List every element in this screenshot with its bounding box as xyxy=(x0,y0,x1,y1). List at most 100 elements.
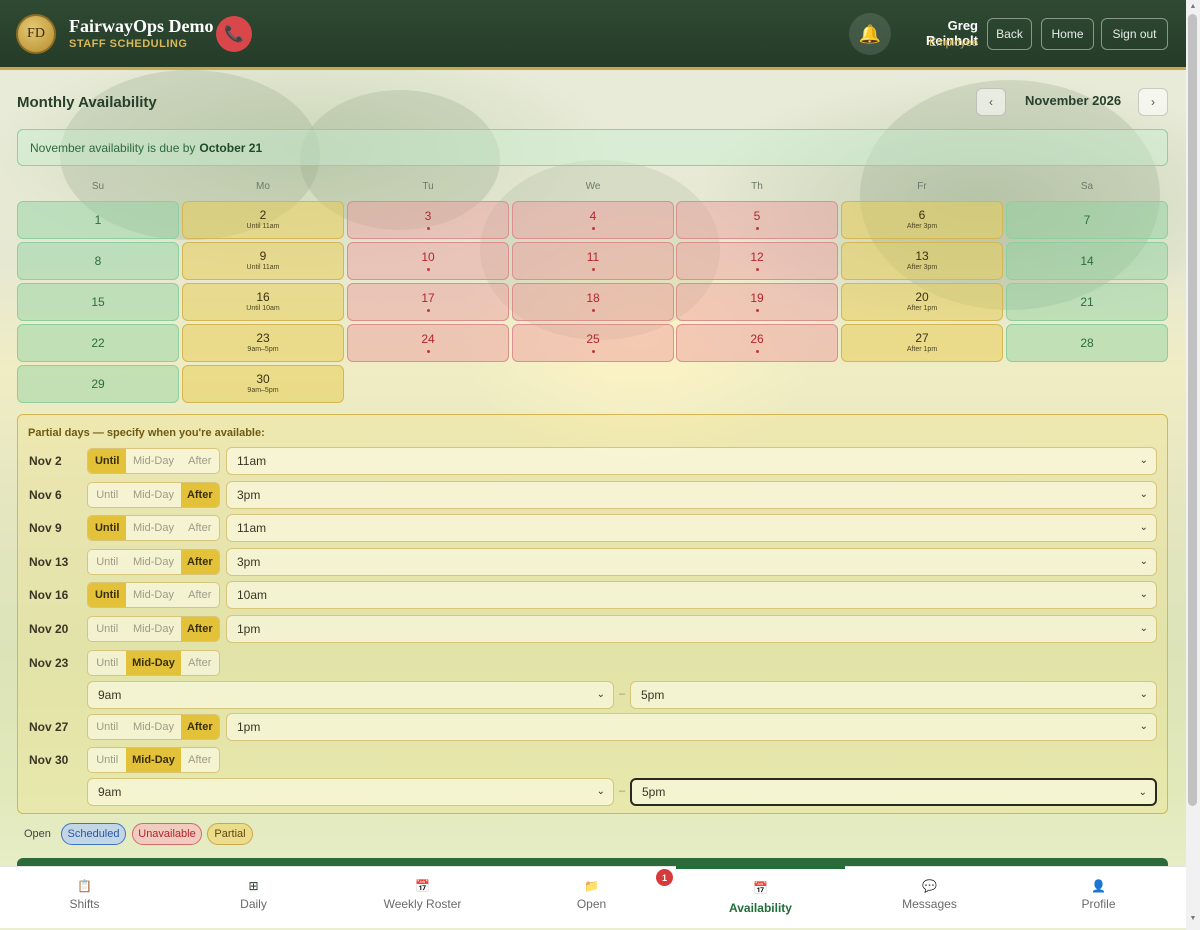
time-select[interactable]: 10am ⌄ xyxy=(226,581,1157,610)
calendar-day-9[interactable]: 9 Until 11am xyxy=(182,242,344,280)
time-select[interactable]: 5pm ⌄ xyxy=(630,680,1157,709)
mode-option-after[interactable]: After xyxy=(188,455,212,467)
calendar-day-29[interactable]: 29 xyxy=(17,365,179,403)
calendar-day-18[interactable]: 18 xyxy=(512,283,674,321)
scrollbar-thumb[interactable] xyxy=(1188,14,1197,806)
time-select[interactable]: 5pm ⌄ xyxy=(630,778,1157,807)
calendar-day-15[interactable]: 15 xyxy=(17,283,179,321)
mode-option-midday[interactable]: Mid-Day xyxy=(126,650,181,675)
calendar-day-7[interactable]: 7 xyxy=(1006,201,1168,239)
calendar-day-8[interactable]: 8 xyxy=(17,242,179,280)
calendar-day-10[interactable]: 10 xyxy=(347,242,509,280)
chevron-down-icon: ⌄ xyxy=(1138,787,1147,799)
mode-option-until[interactable]: Until xyxy=(96,754,119,767)
mode-option-until[interactable]: Until xyxy=(96,488,119,501)
mode-option-until[interactable]: Until xyxy=(96,555,119,568)
calendar-day-4[interactable]: 4 xyxy=(512,201,674,239)
mode-option-midday[interactable]: Mid-Day xyxy=(133,488,174,501)
mode-option-midday[interactable]: Mid-Day xyxy=(133,455,174,467)
mode-option-until[interactable]: Until xyxy=(96,720,119,733)
calendar-day-16[interactable]: 16 Until 10am xyxy=(182,283,344,321)
nav-item-availability[interactable]: 📅 Availability xyxy=(676,866,845,928)
time-select[interactable]: 3pm ⌄ xyxy=(226,547,1157,576)
save-bar[interactable] xyxy=(17,858,1168,866)
mode-option-after[interactable]: After xyxy=(180,549,219,574)
nav-item-profile[interactable]: 👤 Profile xyxy=(1014,867,1183,929)
time-select-value: 10am xyxy=(237,588,268,603)
mode-option-after[interactable]: After xyxy=(188,589,212,602)
legend-scheduled: Scheduled xyxy=(61,823,126,845)
clipboard-icon: 📋 xyxy=(77,879,92,893)
day-number: 18 xyxy=(586,291,600,305)
calendar-day-2[interactable]: 2 Until 11am xyxy=(182,201,344,239)
calendar-day-21[interactable]: 21 xyxy=(1006,283,1168,321)
calendar-day-25[interactable]: 25 xyxy=(512,324,674,362)
scroll-down-arrow[interactable]: ▼ xyxy=(1189,915,1197,922)
mode-option-until[interactable]: Until xyxy=(88,583,127,608)
time-select[interactable]: 1pm ⌄ xyxy=(226,712,1157,741)
time-select[interactable]: 9am ⌄ xyxy=(87,778,614,807)
mode-toggle: Until Mid-Day After xyxy=(87,582,220,609)
weekday-header: We xyxy=(585,181,601,192)
mode-option-midday[interactable]: Mid-Day xyxy=(133,522,174,535)
calendar-day-24[interactable]: 24 xyxy=(347,324,509,362)
phone-icon[interactable]: 📞 xyxy=(216,16,252,52)
calendar-day-28[interactable]: 28 xyxy=(1006,324,1168,362)
nav-item-weekly-roster[interactable]: 📅 Weekly Roster xyxy=(338,867,507,929)
calendar-day-27[interactable]: 27 After 1pm xyxy=(841,324,1003,362)
calendar-day-6[interactable]: 6 After 3pm xyxy=(841,201,1003,239)
mode-option-until[interactable]: Until xyxy=(96,656,119,669)
calendar-day-3[interactable]: 3 xyxy=(347,201,509,239)
mode-option-midday[interactable]: Mid-Day xyxy=(126,748,181,773)
mode-option-midday[interactable]: Mid-Day xyxy=(133,555,174,568)
sign-out-button[interactable]: Sign out xyxy=(1101,18,1168,50)
mode-option-after[interactable]: After xyxy=(180,714,219,739)
calendar-day-12[interactable]: 12 xyxy=(676,242,838,280)
mode-option-after[interactable]: After xyxy=(180,617,219,641)
mode-option-until[interactable]: Until xyxy=(88,449,127,473)
prev-month-button[interactable]: ‹ xyxy=(976,88,1006,116)
next-month-button[interactable]: › xyxy=(1138,88,1168,116)
calendar-day-22[interactable]: 22 xyxy=(17,324,179,362)
calendar-day-1[interactable]: 1 xyxy=(17,201,179,239)
time-select[interactable]: 3pm ⌄ xyxy=(226,480,1157,509)
calendar-day-23[interactable]: 23 9am–5pm xyxy=(182,324,344,362)
calendar-day-17[interactable]: 17 xyxy=(347,283,509,321)
mode-option-midday[interactable]: Mid-Day xyxy=(133,623,174,635)
nav-item-daily[interactable]: ⊞ Daily xyxy=(169,867,338,929)
mode-option-after[interactable]: After xyxy=(188,522,212,535)
mode-option-after[interactable]: After xyxy=(188,754,212,767)
calendar-day-20[interactable]: 20 After 1pm xyxy=(841,283,1003,321)
legend-unavailable: Unavailable xyxy=(132,823,202,845)
mode-option-until[interactable]: Until xyxy=(96,623,119,635)
mode-option-until[interactable]: Until xyxy=(88,516,127,541)
nav-item-shifts[interactable]: 📋 Shifts xyxy=(0,867,169,929)
calendar-day-30[interactable]: 30 9am–5pm xyxy=(182,365,344,403)
bell-icon[interactable]: 🔔 xyxy=(849,13,891,55)
back-button[interactable]: Back xyxy=(987,18,1032,50)
calendar-day-13[interactable]: 13 After 3pm xyxy=(841,242,1003,280)
home-button[interactable]: Home xyxy=(1041,18,1094,50)
mode-option-midday[interactable]: Mid-Day xyxy=(133,589,174,602)
mode-toggle: Until Mid-Day After xyxy=(87,548,220,575)
day-number: 23 xyxy=(256,330,270,345)
nav-item-messages[interactable]: 💬 Messages xyxy=(845,867,1014,929)
time-select[interactable]: 1pm ⌄ xyxy=(226,615,1157,643)
day-number: 7 xyxy=(1083,212,1091,227)
mode-option-after[interactable]: After xyxy=(188,656,212,669)
calendar-icon: 📅 xyxy=(415,879,430,893)
time-select[interactable]: 11am ⌄ xyxy=(226,514,1157,543)
calendar-day-5[interactable]: 5 xyxy=(676,201,838,239)
scroll-up-arrow[interactable]: ▲ xyxy=(1189,3,1197,10)
calendar-day-26[interactable]: 26 xyxy=(676,324,838,362)
calendar-day-14[interactable]: 14 xyxy=(1006,242,1168,280)
calendar-day-19[interactable]: 19 xyxy=(676,283,838,321)
time-select[interactable]: 11am ⌄ xyxy=(226,447,1157,475)
mode-option-midday[interactable]: Mid-Day xyxy=(133,720,174,733)
nav-item-open[interactable]: 📁 Open xyxy=(507,867,676,929)
time-select[interactable]: 9am ⌄ xyxy=(87,680,614,709)
calendar-day-11[interactable]: 11 xyxy=(512,242,674,280)
day-number: 12 xyxy=(750,250,764,264)
unavailable-dot xyxy=(426,268,430,271)
mode-option-after[interactable]: After xyxy=(180,482,219,507)
